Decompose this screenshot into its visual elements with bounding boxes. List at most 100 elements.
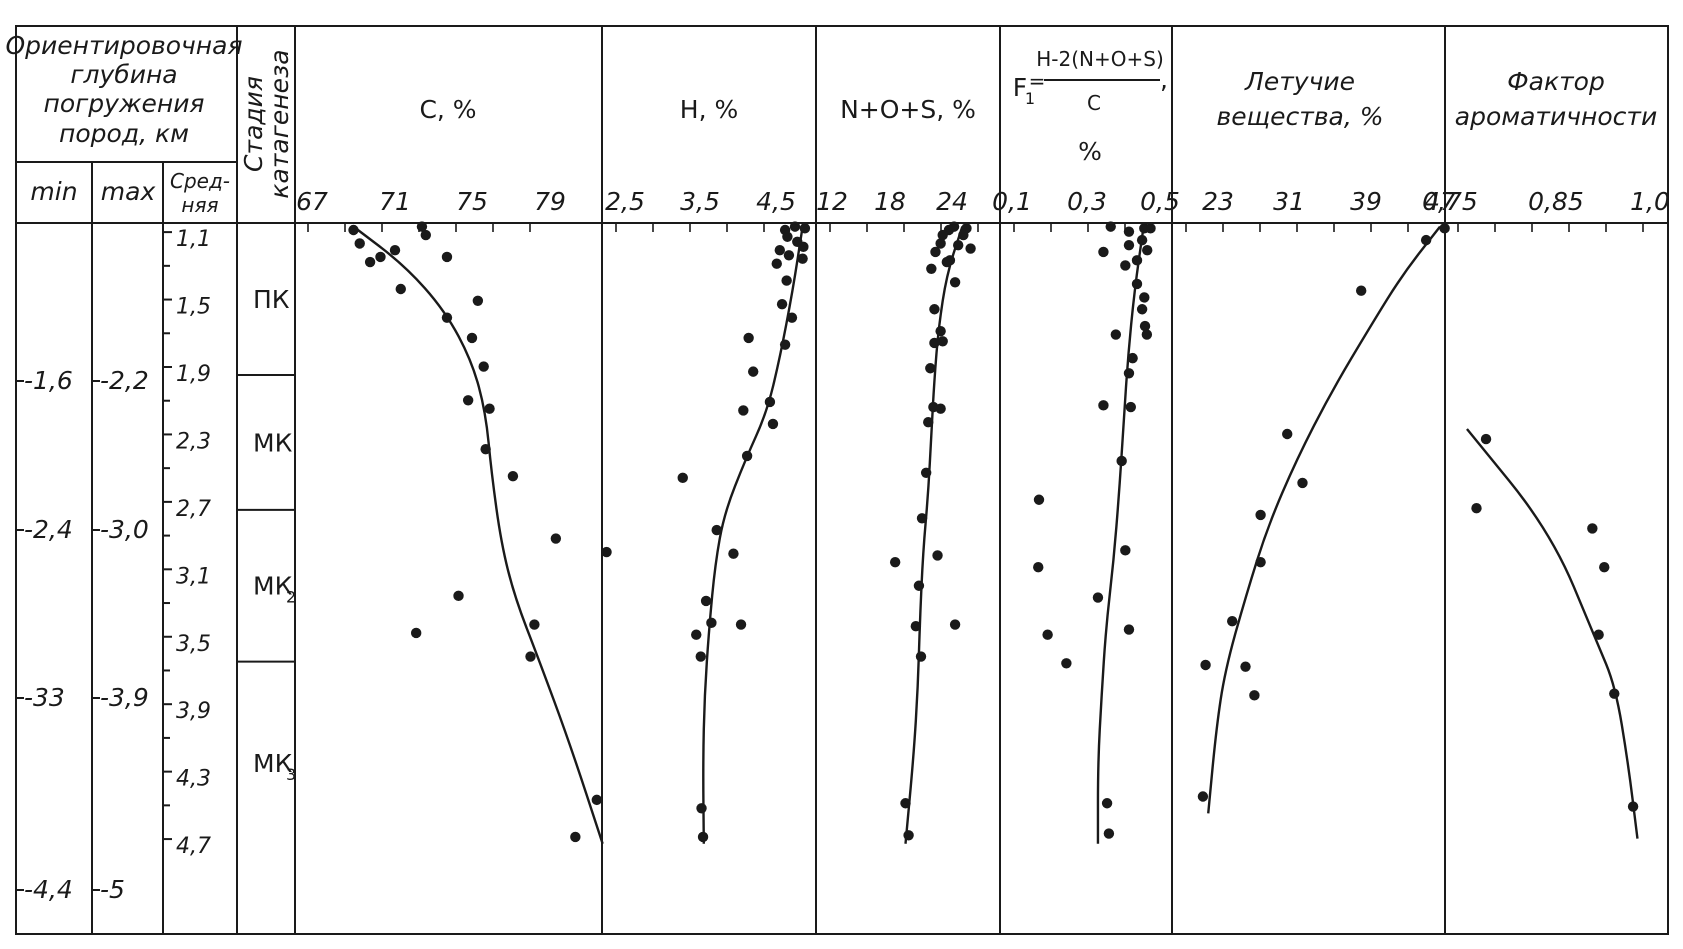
depth-avg-label: 1,1 [176, 227, 211, 252]
panel-5: 0,75 0,85 1,0 [1422, 187, 1670, 839]
data-point [932, 550, 943, 561]
trend-curve [1207, 225, 1441, 814]
panel-nos-title: N+O+S, % [840, 95, 976, 124]
data-point [910, 621, 922, 632]
trend-curve [1096, 226, 1145, 844]
depth-title-line-3: погружения [44, 89, 205, 118]
data-point [696, 803, 707, 814]
data-point [1139, 320, 1151, 332]
stage-label: МК [253, 572, 293, 601]
depth-title-line-1: Ориентировочная [6, 31, 243, 60]
panel-0: 67 71 75 79 [296, 187, 612, 845]
panel-4: 23 31 39 47 [1185, 187, 1456, 814]
data-point [441, 251, 453, 263]
depth-min-label: -33 [24, 683, 65, 712]
data-point [915, 651, 927, 662]
data-point [1136, 234, 1148, 246]
data-point [1110, 329, 1122, 340]
panel-headers: C, % H, % N+O+S, % F 1 = H-2(N+O+S) C , … [419, 47, 1657, 166]
data-point [375, 251, 386, 263]
data-point [949, 619, 961, 630]
data-point [1587, 523, 1598, 534]
x-tick-label: 79 [534, 187, 566, 216]
x-tick-label: 0,3 [1067, 187, 1107, 216]
x-tick-label: 23 [1202, 187, 1234, 216]
data-point [1142, 245, 1153, 256]
data-point [1249, 690, 1260, 701]
data-point [1139, 292, 1150, 303]
data-point [1593, 629, 1604, 640]
data-point [1609, 688, 1620, 699]
data-point [1120, 545, 1131, 556]
data-point [920, 467, 932, 478]
x-tick-label: 31 [1273, 187, 1305, 216]
data-point [1197, 791, 1209, 802]
data-point [507, 470, 519, 482]
data-point [484, 403, 495, 414]
data-point [706, 617, 717, 629]
data-point [466, 332, 478, 344]
data-point [776, 298, 788, 310]
depth-min-label: -2,4 [24, 515, 73, 544]
data-point [779, 339, 791, 350]
panel-f1-var: F [1013, 73, 1027, 102]
stage-label: МК [253, 749, 293, 778]
panel-volatile-title-line-1: Летучие [1244, 67, 1355, 96]
data-point [1042, 629, 1053, 640]
data-point [1061, 658, 1072, 669]
data-point [550, 533, 562, 544]
data-point [913, 580, 925, 591]
x-tick-label: 0,1 [992, 187, 1032, 216]
data-point [900, 798, 911, 809]
depth-avg-label: 3,9 [176, 699, 211, 724]
data-point [926, 263, 937, 274]
x-tick-label: 4,5 [756, 187, 796, 216]
depth-avg-label: 2,7 [176, 497, 211, 522]
data-point [453, 590, 464, 602]
data-point [935, 325, 946, 337]
depth-col-avg-line-1: Сред- [170, 169, 230, 193]
trend-curve [1466, 428, 1639, 839]
stage-label: МК [253, 428, 293, 457]
data-point [743, 332, 754, 344]
data-point [1105, 221, 1116, 232]
depth-max-label: -3,0 [100, 515, 149, 544]
stage-title-line-2: катагенеза [265, 49, 294, 198]
data-point [1420, 234, 1432, 246]
x-tick-label: 71 [379, 187, 411, 216]
data-point [1136, 304, 1148, 315]
data-point [395, 283, 406, 295]
depth-min-label: -4,4 [24, 875, 73, 904]
depth-title-line-4: пород, км [59, 119, 189, 148]
data-point [965, 243, 976, 254]
data-point [929, 304, 940, 315]
data-point [937, 336, 948, 347]
x-tick-label: 0,5 [1140, 187, 1180, 216]
data-point [930, 246, 941, 258]
data-point [781, 275, 792, 286]
data-point [1123, 239, 1135, 251]
depth-avg-label: 4,7 [176, 834, 211, 859]
data-point [767, 418, 779, 430]
data-point [1098, 400, 1109, 411]
data-point [695, 651, 706, 662]
data-point [1127, 352, 1138, 364]
depth-header: Ориентировочная глубина погружения пород… [6, 31, 243, 217]
data-point [748, 366, 759, 377]
data-point [789, 221, 801, 232]
data-point [728, 548, 739, 559]
data-point [923, 417, 934, 428]
data-point [1101, 798, 1113, 809]
data-point [1145, 223, 1156, 234]
data-point [441, 312, 453, 323]
data-point [1123, 226, 1135, 237]
data-point [953, 239, 964, 251]
data-point [1033, 494, 1045, 505]
x-tick-label: 0,85 [1528, 187, 1584, 216]
data-point [1227, 615, 1238, 627]
data-point [462, 395, 474, 406]
x-tick-label: 12 [816, 187, 848, 216]
data-point [1125, 401, 1137, 413]
data-point [764, 396, 776, 408]
